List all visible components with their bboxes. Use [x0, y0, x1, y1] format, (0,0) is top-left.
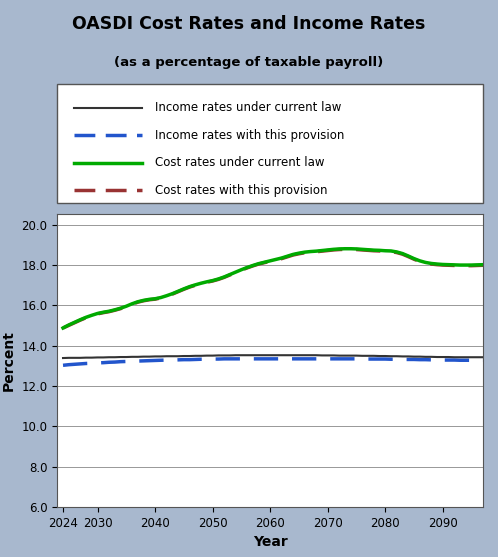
Text: OASDI Cost Rates and Income Rates: OASDI Cost Rates and Income Rates — [72, 15, 426, 33]
Text: Income rates with this provision: Income rates with this provision — [155, 129, 345, 141]
Text: (as a percentage of taxable payroll): (as a percentage of taxable payroll) — [115, 56, 383, 70]
Text: Income rates under current law: Income rates under current law — [155, 101, 342, 114]
Y-axis label: Percent: Percent — [2, 330, 16, 391]
X-axis label: Year: Year — [253, 535, 287, 549]
FancyBboxPatch shape — [57, 84, 483, 203]
Text: Cost rates under current law: Cost rates under current law — [155, 156, 325, 169]
Text: Cost rates with this provision: Cost rates with this provision — [155, 184, 328, 197]
